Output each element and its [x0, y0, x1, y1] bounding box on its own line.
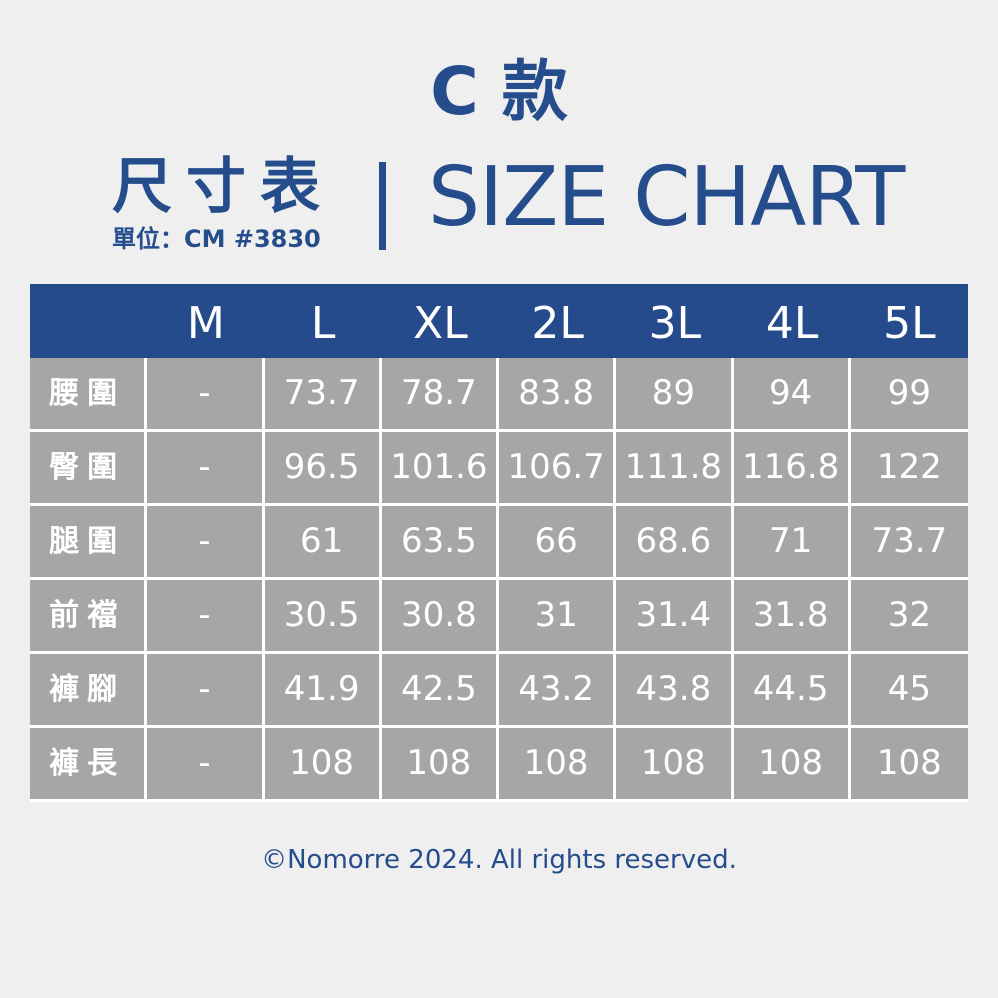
table-cell: 30.8 [381, 580, 496, 651]
table-cell: 31.4 [616, 580, 731, 651]
table-cell: 78.7 [381, 358, 496, 429]
style-title: C 款 [430, 53, 568, 130]
title-block-zh: 尺寸表 單位：CM #3830 [112, 150, 344, 254]
table-cell: 63.5 [381, 506, 496, 577]
size-table: 腰圍 -73.7 78.7 83.8 89 94 99 臀圍 -96.5 101.6 106.7 11… [30, 358, 968, 802]
size-header-cell: 3L [648, 298, 702, 349]
table-cell: 42.5 [381, 654, 496, 725]
table-cell: 108 [616, 728, 731, 799]
row-label: 腿圍 [30, 506, 145, 577]
table-cell: 44.5 [733, 654, 848, 725]
table-cell: 108 [850, 728, 968, 799]
table-cell: - [147, 358, 262, 429]
row-label: 前襠 [30, 580, 145, 651]
table-cell: 31.8 [733, 580, 848, 651]
table-cell: 116.8 [733, 432, 848, 503]
row-label: 褲腳 [30, 654, 145, 725]
table-cell: - [147, 654, 262, 725]
table-cell: 108 [381, 728, 496, 799]
header-corner-cell [30, 284, 147, 358]
table-cell: 108 [733, 728, 848, 799]
table-cell: 99 [850, 358, 968, 429]
row-label: 腰圍 [30, 358, 145, 429]
table-cell: 83.8 [499, 358, 614, 429]
size-header-cell: 2L [531, 298, 584, 349]
table-cell: 31 [499, 580, 614, 651]
size-header-cell: L [310, 298, 336, 349]
table-cell: - [147, 432, 262, 503]
table-cell: 108 [264, 728, 379, 799]
table-cell: - [147, 580, 262, 651]
table-cell: 66 [499, 506, 614, 577]
table-cell: 73.7 [850, 506, 968, 577]
table-cell: 89 [616, 358, 731, 429]
table-cell: 41.9 [264, 654, 379, 725]
table-cell: 101.6 [381, 432, 496, 503]
size-header-row: M L XL 2L 3L 4L 5L [30, 284, 968, 358]
table-cell: 96.5 [264, 432, 379, 503]
row-label: 褲長 [30, 728, 145, 799]
unit-label: 單位：CM #3830 [112, 225, 321, 253]
table-cell: 122 [850, 432, 968, 503]
table-cell: 106.7 [499, 432, 614, 503]
table-cell: 43.2 [499, 654, 614, 725]
chart-title-en: SIZE CHART [428, 150, 905, 245]
table-cell: 111.8 [616, 432, 731, 503]
table-cell: 68.6 [616, 506, 731, 577]
table-cell: 32 [850, 580, 968, 651]
table-cell: 108 [499, 728, 614, 799]
table-cell: 94 [733, 358, 848, 429]
table-cell: 73.7 [264, 358, 379, 429]
copyright-footer: ©Nomorre 2024. All rights reserved. [261, 845, 737, 875]
title-divider [379, 162, 386, 250]
size-header-cell: 4L [765, 298, 819, 349]
table-cell: 61 [264, 506, 379, 577]
table-cell: 71 [733, 506, 848, 577]
chart-title-zh: 尺寸表 [112, 152, 334, 222]
table-cell: 45 [850, 654, 968, 725]
size-header-cell: M [186, 298, 225, 349]
table-cell: 43.8 [616, 654, 731, 725]
table-cell: - [147, 506, 262, 577]
table-cell: - [147, 728, 262, 799]
size-header-cell: XL [413, 298, 468, 349]
row-label: 臀圍 [30, 432, 145, 503]
size-header-cell: 5L [883, 298, 936, 349]
table-cell: 30.5 [264, 580, 379, 651]
